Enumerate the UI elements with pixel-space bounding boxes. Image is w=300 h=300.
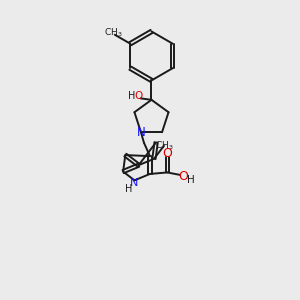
- Text: H: H: [128, 91, 135, 101]
- Text: O: O: [162, 147, 172, 160]
- Text: O: O: [179, 170, 189, 183]
- Text: O: O: [134, 91, 142, 101]
- Text: N: N: [136, 126, 145, 139]
- Text: CH$_3$: CH$_3$: [104, 27, 123, 40]
- Text: H: H: [187, 175, 195, 185]
- Text: H: H: [125, 184, 132, 194]
- Text: CH$_3$: CH$_3$: [154, 140, 173, 152]
- Text: N: N: [130, 178, 139, 188]
